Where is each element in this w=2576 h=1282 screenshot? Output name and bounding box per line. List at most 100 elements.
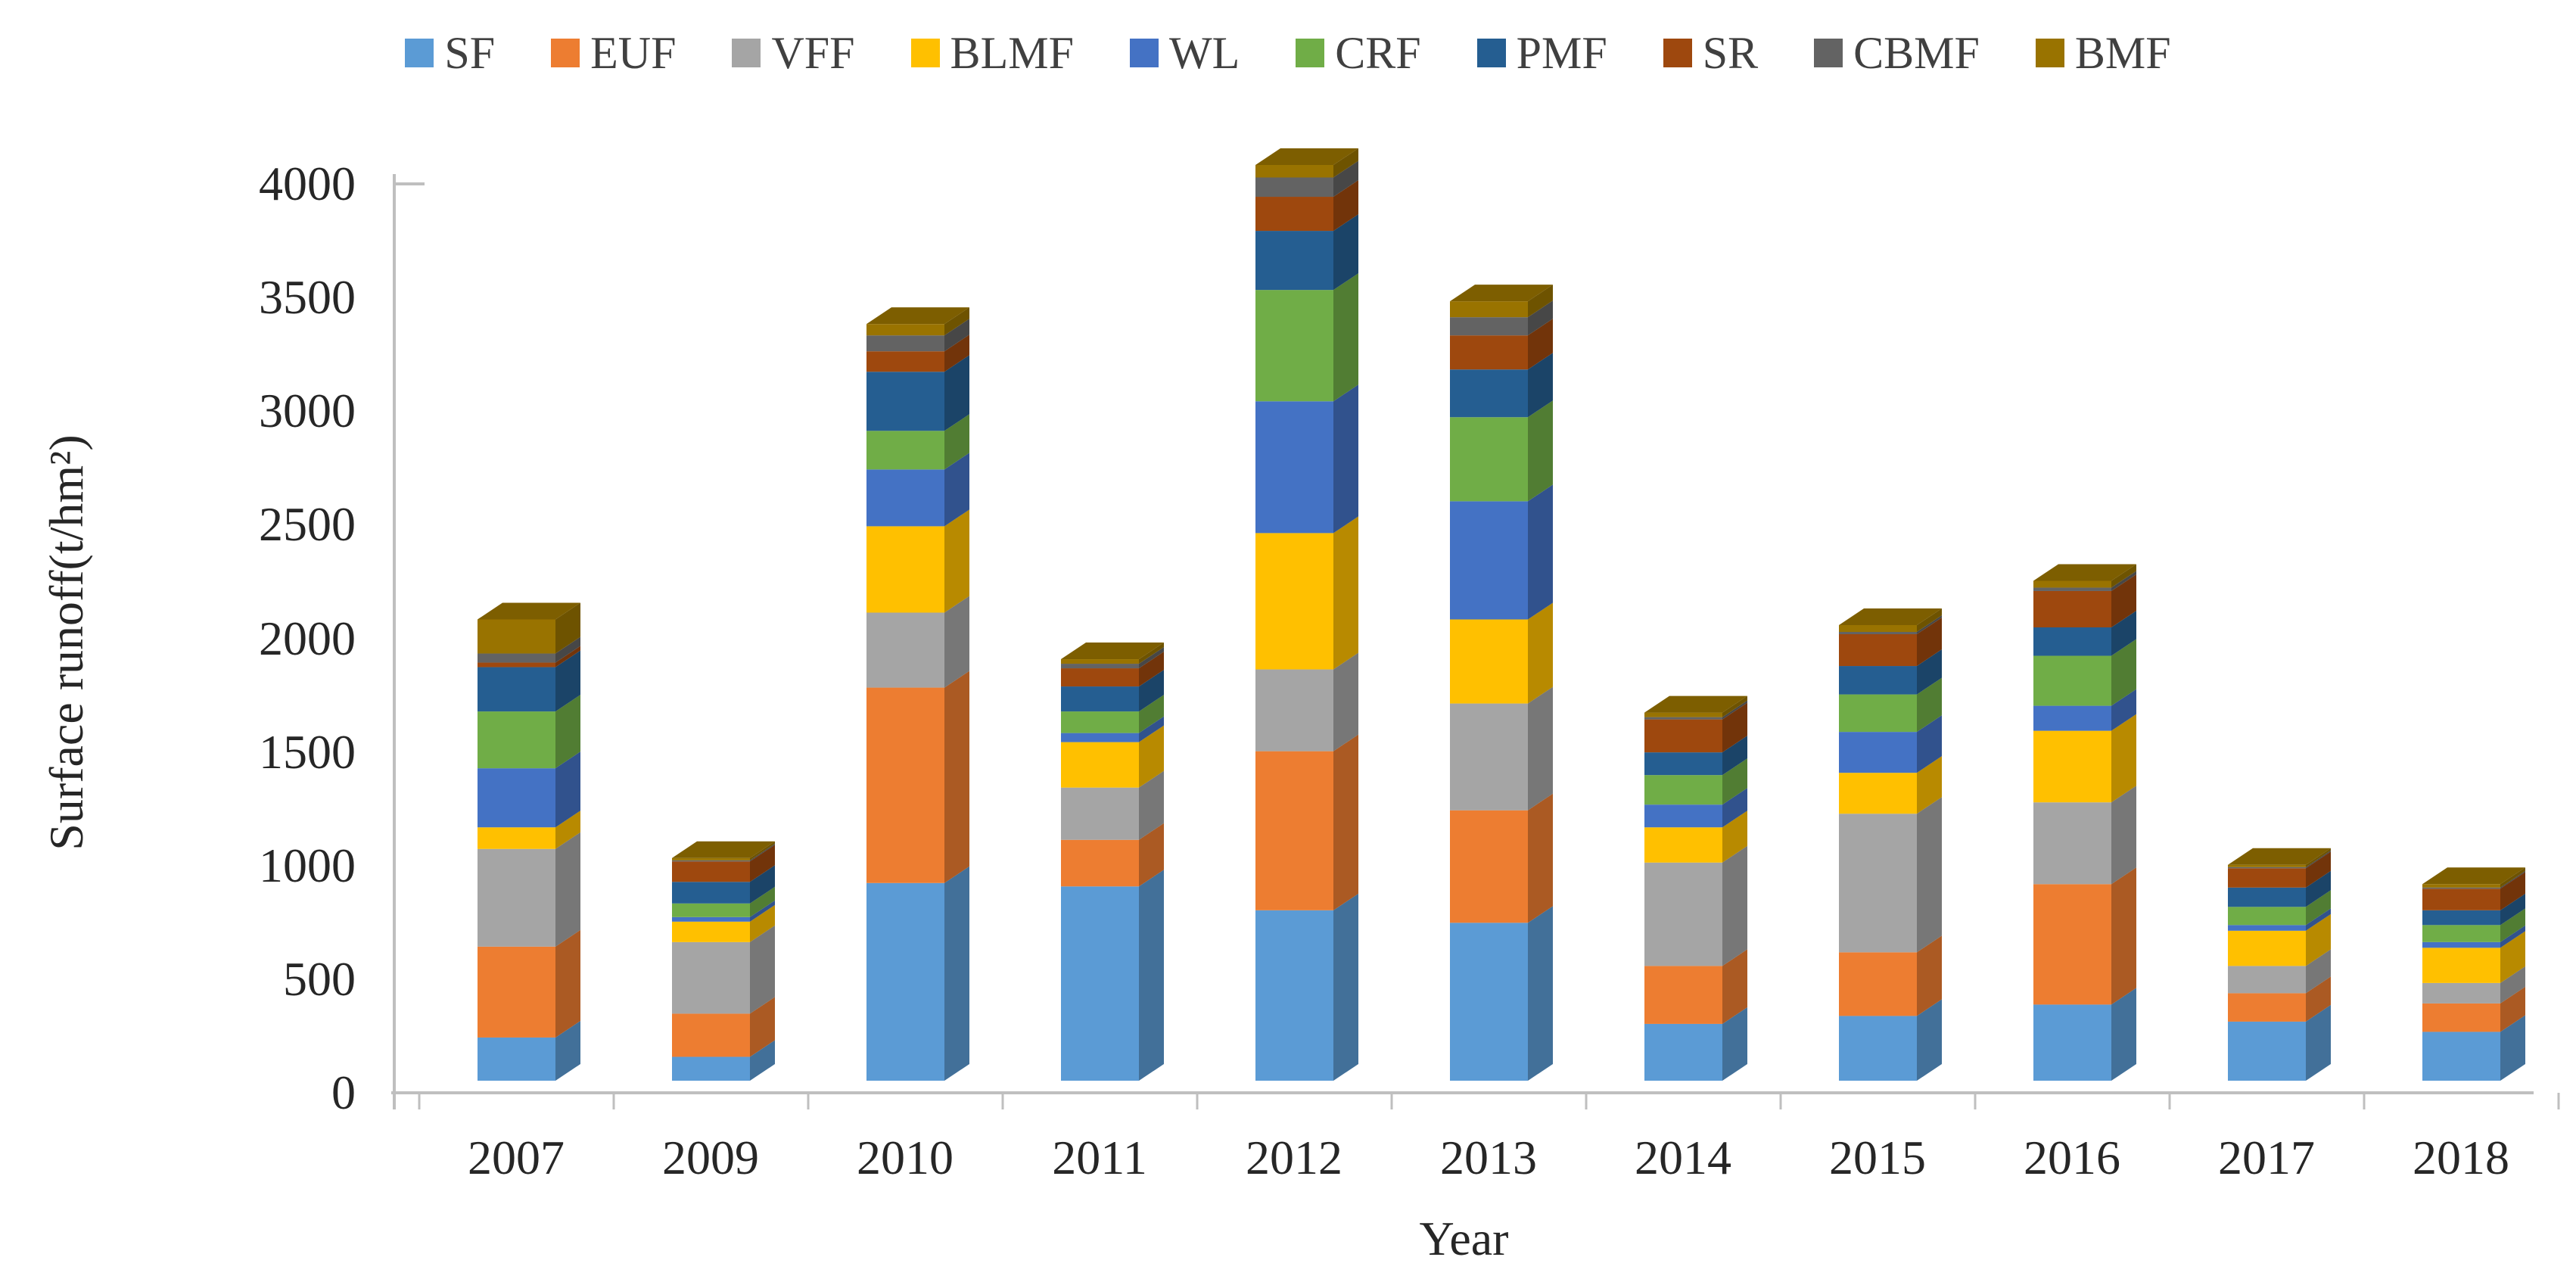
segment-side-2018-BLMF — [2500, 931, 2525, 983]
segment-2016-SF — [2033, 1004, 2111, 1081]
segment-2007-SF — [478, 1037, 555, 1081]
segment-side-2010-VFF — [944, 596, 969, 688]
segment-side-2011-CBMF — [1139, 647, 1164, 669]
segment-side-2013-BMF — [1528, 285, 1553, 318]
x-tick-label-2017: 2017 — [2218, 1131, 2315, 1184]
segment-side-2014-SR — [1722, 702, 1747, 753]
legend-swatch-CRF — [1296, 39, 1325, 67]
segment-2018-SF — [2422, 1032, 2500, 1081]
segment-2012-BLMF — [1255, 533, 1333, 670]
segment-2018-VFF — [2422, 982, 2500, 1004]
segment-side-2014-CRF — [1722, 758, 1747, 805]
segment-side-2009-SF — [750, 1040, 775, 1081]
segment-2010-VFF — [866, 612, 944, 688]
bar-top-2011 — [1061, 643, 1164, 660]
bar-top-2013 — [1450, 285, 1553, 302]
segment-2010-BMF — [866, 324, 944, 336]
segment-2016-CRF — [2033, 655, 2111, 706]
segment-side-2016-WL — [2111, 689, 2136, 731]
segment-2018-SR — [2422, 888, 2500, 910]
segment-side-2010-WL — [944, 453, 969, 527]
segment-2017-SR — [2228, 868, 2306, 888]
segment-2017-CBMF — [2228, 867, 2306, 869]
segment-side-2018-VFF — [2500, 966, 2525, 1004]
bar-top-2010 — [866, 307, 969, 325]
segment-side-2010-BLMF — [944, 509, 969, 613]
segment-2012-WL — [1255, 401, 1333, 534]
legend-swatch-PMF — [1476, 39, 1506, 67]
segment-2017-CRF — [2228, 907, 2306, 926]
segment-side-2007-EUF — [555, 929, 580, 1038]
segment-side-2012-BMF — [1333, 148, 1358, 178]
x-tick-label-2018: 2018 — [2413, 1131, 2509, 1184]
segment-side-2016-BMF — [2111, 564, 2136, 588]
segment-side-2014-CBMF — [1722, 700, 1747, 720]
segment-side-2010-EUF — [944, 671, 969, 883]
segment-2013-PMF — [1450, 369, 1528, 418]
bar-top-2017 — [2228, 848, 2331, 865]
segment-side-2007-BLMF — [555, 811, 580, 849]
segment-2010-SR — [866, 351, 944, 372]
segment-2018-CBMF — [2422, 887, 2500, 889]
segment-side-2012-PMF — [1333, 214, 1358, 291]
segment-2016-SR — [2033, 590, 2111, 628]
segment-side-2014-EUF — [1722, 949, 1747, 1024]
segment-2015-EUF — [1839, 952, 1917, 1016]
segment-side-2015-CBMF — [1917, 615, 1942, 635]
legend-swatch-SF — [405, 39, 434, 67]
legend-item-SF: SF — [405, 30, 495, 76]
segment-side-2009-SR — [750, 845, 775, 882]
segment-side-2011-BMF — [1139, 643, 1164, 664]
segment-side-2014-VFF — [1722, 845, 1747, 966]
y-tick-label-0: 0 — [331, 1066, 356, 1119]
segment-2012-PMF — [1255, 231, 1333, 291]
x-axis-title: Year — [1419, 1212, 1509, 1265]
segment-2015-CRF — [1839, 694, 1917, 733]
segment-2018-WL — [2422, 941, 2500, 948]
segment-side-2016-CRF — [2111, 639, 2136, 706]
y-tick-label-2000: 2000 — [259, 611, 356, 665]
segment-side-2017-BMF — [2306, 848, 2331, 867]
segment-2013-BMF — [1450, 301, 1528, 318]
segment-2009-EUF — [672, 1013, 750, 1057]
segment-2014-VFF — [1644, 862, 1722, 966]
segment-2015-CBMF — [1839, 632, 1917, 635]
legend-label-BMF: BMF — [2074, 28, 2171, 78]
segment-side-2007-SF — [555, 1020, 580, 1081]
y-tick-label-2500: 2500 — [259, 497, 356, 552]
segment-side-2012-EUF — [1333, 734, 1358, 910]
x-tick-label-2011: 2011 — [1052, 1131, 1147, 1184]
segment-2014-SF — [1644, 1023, 1722, 1081]
legend-label-VFF: VFF — [771, 28, 855, 78]
segment-side-2010-CBMF — [944, 319, 969, 352]
bar-top-2009 — [672, 841, 775, 858]
segment-side-2009-BMF — [750, 841, 775, 860]
legend-label-BLMF: BLMF — [950, 28, 1074, 78]
segment-2014-BMF — [1644, 712, 1722, 717]
segment-2017-BMF — [2228, 864, 2306, 867]
segment-side-2017-SF — [2306, 1004, 2331, 1081]
legend-label-PMF: PMF — [1516, 28, 1607, 78]
segment-side-2016-SF — [2111, 988, 2136, 1081]
segment-2015-BLMF — [1839, 773, 1917, 814]
segment-2016-CBMF — [2033, 587, 2111, 591]
segment-side-2010-CRF — [944, 414, 969, 470]
segment-2015-SF — [1839, 1016, 1917, 1081]
legend-swatch-VFF — [732, 39, 761, 67]
segment-2017-VFF — [2228, 966, 2306, 994]
segment-2007-EUF — [478, 946, 555, 1038]
segment-2012-CBMF — [1255, 177, 1333, 198]
segment-2012-SR — [1255, 197, 1333, 232]
segment-2013-WL — [1450, 501, 1528, 620]
segment-2018-BMF — [2422, 884, 2500, 888]
segment-2011-SF — [1061, 886, 1139, 1081]
segment-side-2007-VFF — [555, 832, 580, 947]
segment-side-2017-EUF — [2306, 976, 2331, 1022]
segment-2015-VFF — [1839, 814, 1917, 953]
bar-top-2007 — [478, 602, 580, 620]
segment-2007-BLMF — [478, 827, 555, 849]
legend-label-CBMF: CBMF — [1853, 28, 1980, 78]
segment-2018-EUF — [2422, 1003, 2500, 1032]
segment-2010-WL — [866, 469, 944, 527]
segment-side-2015-SR — [1917, 618, 1942, 667]
